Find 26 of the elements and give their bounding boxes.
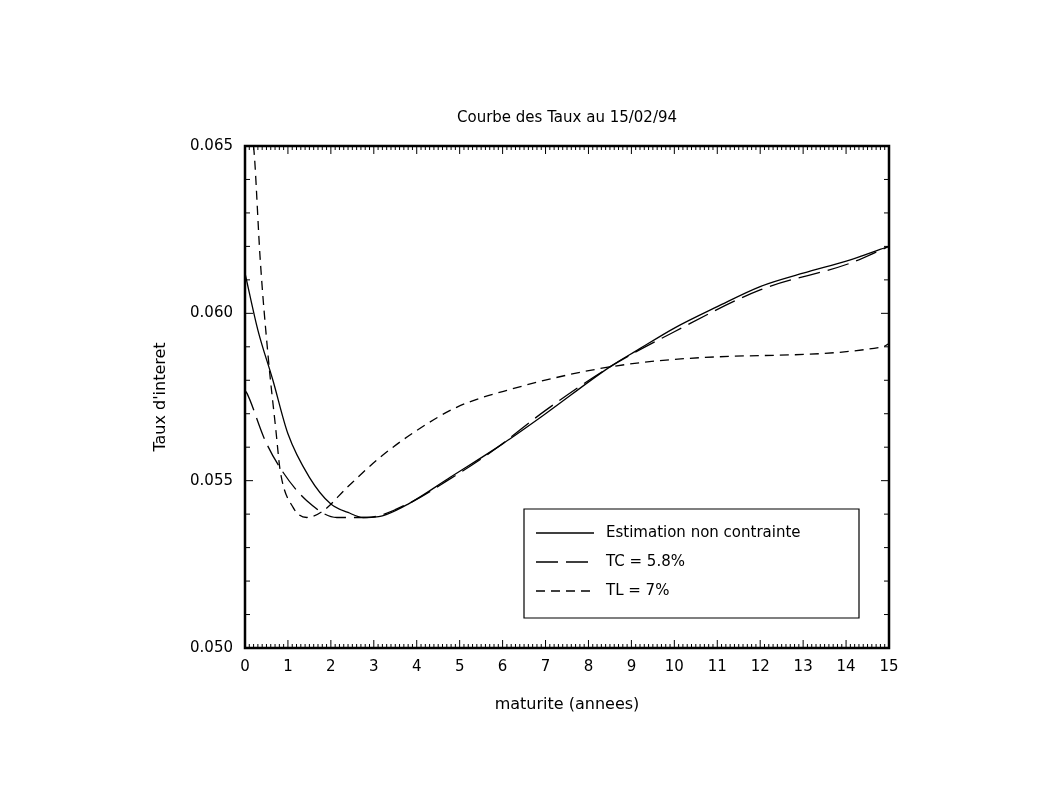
y-tick-label: 0.060 bbox=[190, 303, 233, 322]
x-tick-label: 14 bbox=[836, 656, 856, 675]
x-tick-label: 3 bbox=[369, 656, 379, 675]
x-tick-label: 1 bbox=[283, 656, 293, 675]
y-tick-label: 0.050 bbox=[190, 637, 233, 656]
x-tick-label: 9 bbox=[626, 656, 637, 675]
legend-label: TC = 5.8% bbox=[605, 551, 685, 570]
x-tick-label: 6 bbox=[497, 656, 508, 675]
x-tick-label: 7 bbox=[540, 656, 551, 675]
y-tick-label: 0.055 bbox=[190, 470, 233, 489]
x-axis-title: maturite (annees) bbox=[494, 693, 640, 713]
x-tick-label: 5 bbox=[454, 656, 465, 675]
x-tick-label: 15 bbox=[879, 656, 899, 675]
chart-title: Courbe des Taux au 15/02/94 bbox=[456, 108, 678, 126]
legend-label: Estimation non contrainte bbox=[606, 522, 801, 541]
x-tick-label: 4 bbox=[411, 656, 422, 675]
legend-label: TL = 7% bbox=[605, 580, 670, 599]
x-tick-label: 12 bbox=[750, 656, 770, 675]
x-tick-label: 10 bbox=[664, 656, 684, 675]
x-tick-label: 2 bbox=[326, 656, 336, 675]
y-tick-label: 0.065 bbox=[190, 135, 233, 154]
x-tick-label: 0 bbox=[240, 656, 250, 675]
x-tick-label: 13 bbox=[793, 656, 813, 675]
y-axis-title: Taux d'interet bbox=[150, 342, 169, 453]
x-tick-label: 8 bbox=[583, 656, 594, 675]
x-tick-label: 11 bbox=[707, 656, 727, 675]
